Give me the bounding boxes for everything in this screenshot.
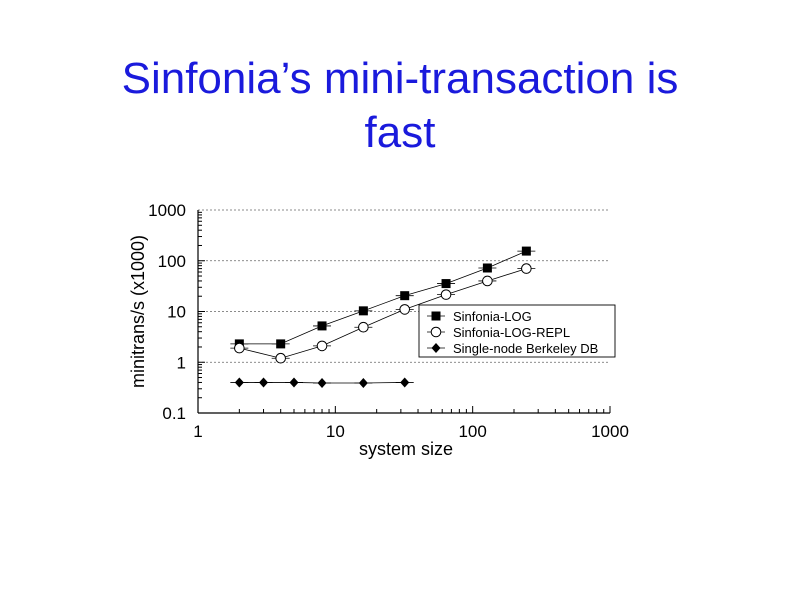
- data-point-square: [521, 246, 531, 256]
- series-2: [230, 377, 414, 389]
- x-tick-label: 1000: [591, 422, 629, 441]
- data-point-circle: [358, 321, 369, 333]
- legend-label: Sinfonia-LOG: [453, 309, 532, 324]
- data-point-diamond: [259, 377, 269, 388]
- y-axis-title: minitrans/s (x1000): [128, 235, 148, 388]
- legend-label: Single-node Berkeley DB: [453, 341, 598, 356]
- data-point-square: [482, 263, 492, 273]
- chart-panel: 1 10 100 1000 0.1 1 10 100 1000 system size minitr…: [122, 192, 634, 500]
- data-point-diamond: [234, 377, 244, 388]
- legend-label: Sinfonia-LOG-REPL: [453, 325, 570, 340]
- data-point-square: [276, 339, 286, 349]
- x-tick-label: 1: [193, 422, 202, 441]
- slide-title-line-2: fast: [364, 108, 436, 157]
- data-point-square: [317, 321, 327, 331]
- data-point-square: [358, 306, 368, 316]
- data-point-square: [400, 291, 410, 301]
- data-point-circle: [521, 263, 532, 274]
- data-point-circle: [440, 289, 452, 300]
- y-tick-label: 1000: [148, 201, 186, 220]
- y-tick-label: 100: [158, 252, 186, 271]
- throughput-chart: 1 10 100 1000 0.1 1 10 100 1000 system size minitr…: [128, 201, 629, 459]
- data-point-diamond: [317, 378, 327, 389]
- y-tick-label: 0.1: [162, 404, 186, 423]
- data-point-circle: [430, 326, 442, 338]
- series: [230, 246, 536, 389]
- data-point-square: [441, 279, 451, 289]
- legend-entry-1: Sinfonia-LOG-REPL: [427, 325, 570, 340]
- series-line: [239, 250, 527, 345]
- data-point-diamond: [289, 377, 299, 388]
- x-tick-label: 100: [458, 422, 486, 441]
- series-line: [239, 268, 527, 359]
- data-point-circle: [275, 352, 286, 364]
- x-axis-title: system size: [359, 439, 453, 459]
- data-point-diamond: [431, 343, 441, 353]
- legend-entry-2: Single-node Berkeley DB: [427, 341, 598, 356]
- x-tick-label: 10: [326, 422, 345, 441]
- y-tick-label: 1: [177, 353, 186, 372]
- data-point-circle: [399, 304, 411, 315]
- axes: 1 10 100 1000 0.1 1 10 100 1000 system size minitr…: [128, 201, 629, 459]
- data-point-circle: [482, 275, 493, 287]
- slide-title-line-1: Sinfonia’s mini-transaction is: [121, 54, 679, 103]
- data-point-circle: [316, 340, 328, 352]
- data-point-diamond: [400, 377, 410, 388]
- slide-title: Sinfonia’s mini-transaction is fast: [40, 52, 760, 160]
- legend-entry-0: Sinfonia-LOG: [427, 309, 532, 324]
- data-point-circle: [234, 342, 245, 354]
- y-tick-label: 10: [167, 303, 186, 322]
- legend: Sinfonia-LOGSinfonia-LOG-REPLSingle-node…: [418, 304, 616, 358]
- data-point-diamond: [358, 378, 368, 389]
- data-point-square: [431, 311, 441, 321]
- legend-box: [418, 304, 616, 358]
- series-1: [230, 263, 536, 364]
